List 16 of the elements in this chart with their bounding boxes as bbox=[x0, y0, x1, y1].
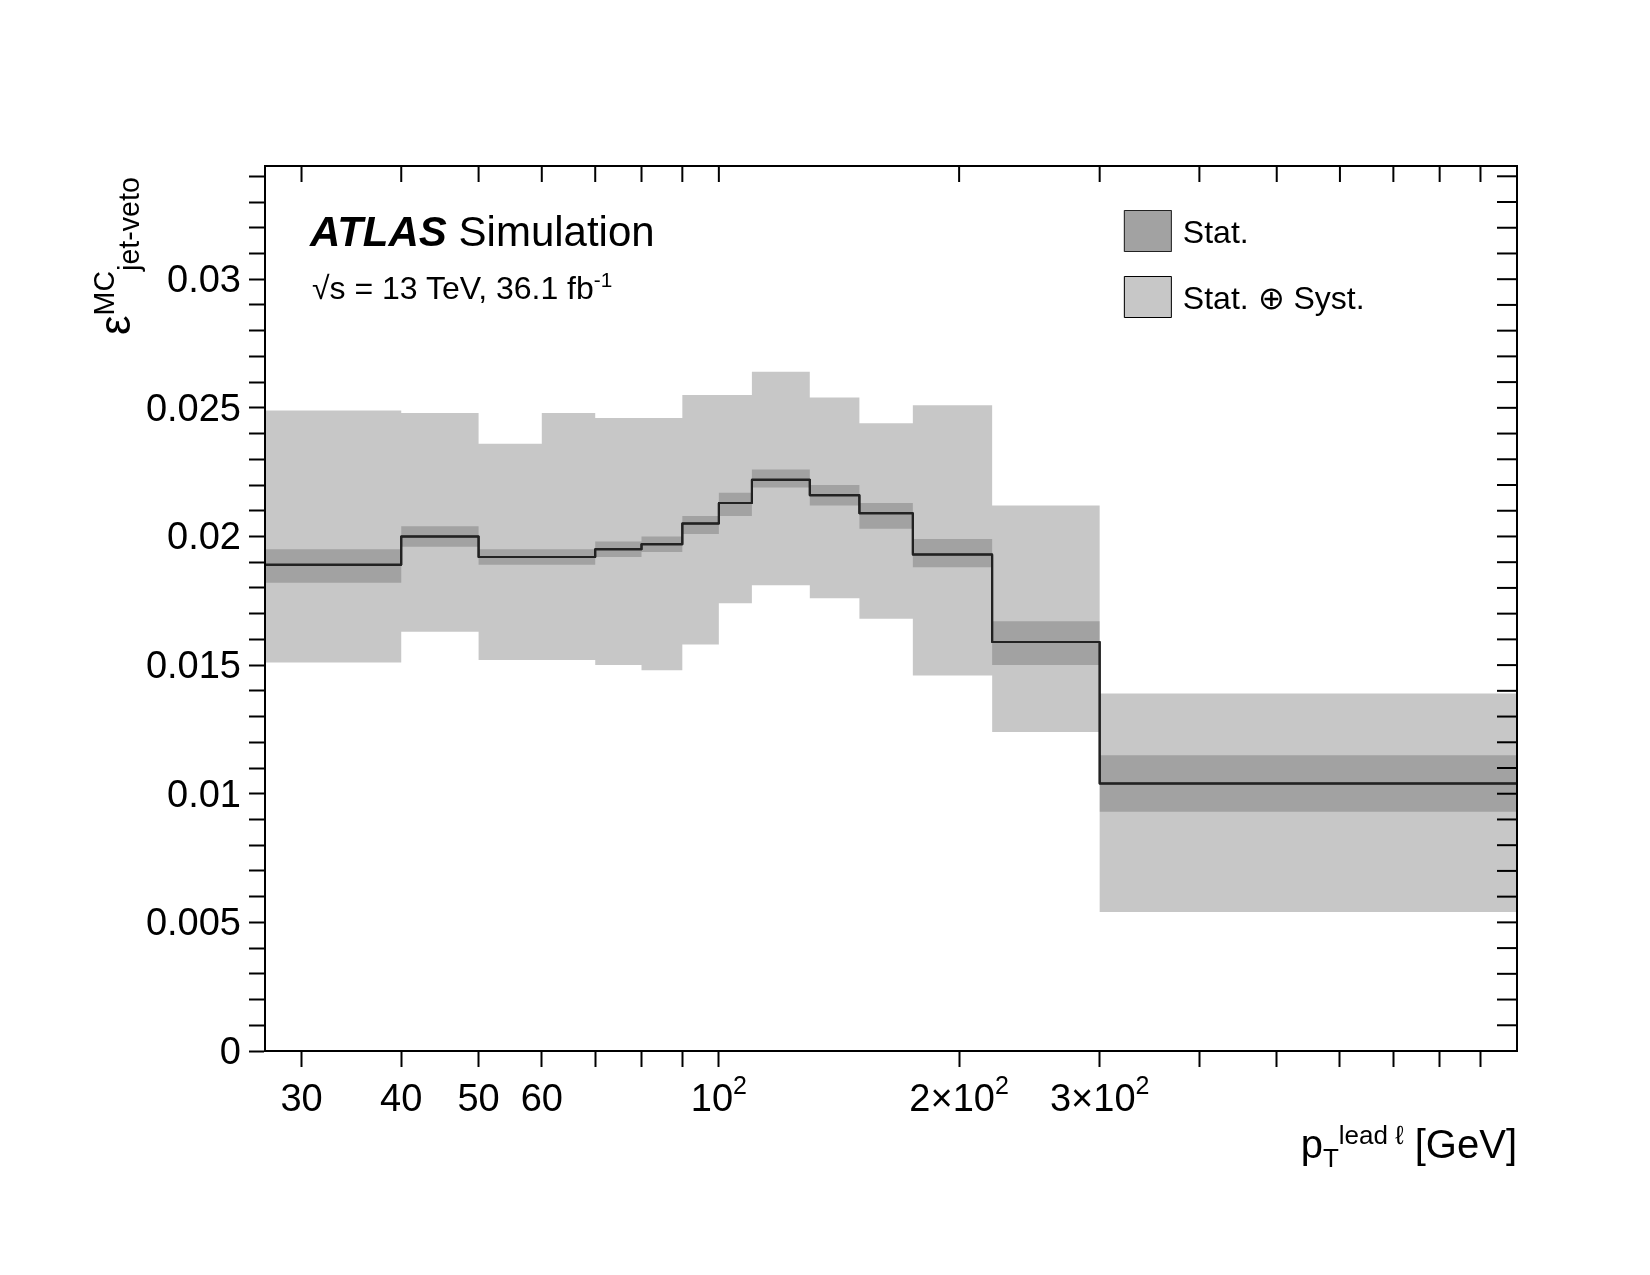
y-tick-label: 0.02 bbox=[167, 515, 242, 558]
legend-label: Stat. ⊕ Syst. bbox=[1182, 280, 1365, 316]
y-tick-label: 0.025 bbox=[145, 386, 241, 429]
y-tick-label: 0.005 bbox=[145, 901, 241, 944]
y-tick-label: 0.01 bbox=[167, 772, 242, 815]
y-tick-label: 0 bbox=[219, 1030, 242, 1072]
annotation: √s = 13 TeV, 36.1 fb$^{-1}$ bbox=[312, 268, 613, 307]
x-tick-label: 30 bbox=[280, 1077, 323, 1119]
x-axis-title: p$_{T}$$^{lead ℓ}$ [GeV] bbox=[1300, 1120, 1517, 1175]
y-tick-label: 0.015 bbox=[145, 644, 241, 687]
legend-label: Stat. bbox=[1182, 214, 1249, 250]
x-tick-label: 50 bbox=[457, 1077, 500, 1119]
x-tick-label: 40 bbox=[380, 1077, 423, 1119]
y-tick-label: 0.03 bbox=[167, 258, 242, 301]
x-tick-label: 60 bbox=[520, 1077, 563, 1119]
annotation: ATLAS Simulation bbox=[310, 208, 655, 256]
